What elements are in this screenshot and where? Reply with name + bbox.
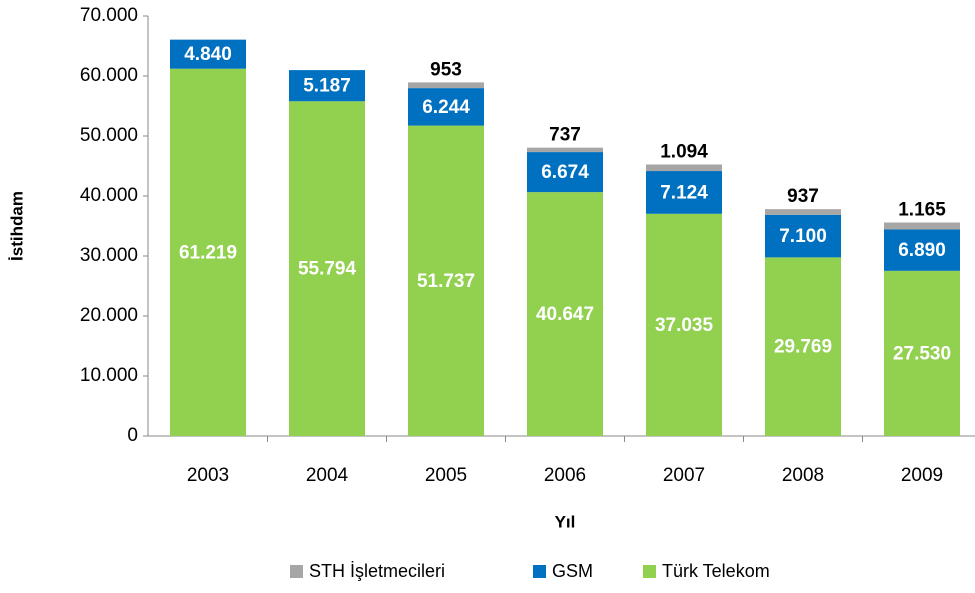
bar-segment <box>884 222 960 230</box>
data-label: 37.035 <box>655 315 714 336</box>
y-tick-label: 0 <box>127 425 138 446</box>
bar-segment <box>408 88 484 126</box>
y-tick-label: 30.000 <box>80 245 138 266</box>
y-tick-label: 60.000 <box>80 65 138 86</box>
bar-segment <box>170 39 246 69</box>
bar-segment <box>527 147 603 153</box>
data-label: 7.124 <box>660 182 708 203</box>
bar-segment <box>646 164 722 172</box>
bar-segment <box>527 192 603 436</box>
y-tick-label: 40.000 <box>80 185 138 206</box>
data-label: 51.737 <box>417 271 475 292</box>
data-label: 1.165 <box>898 200 946 221</box>
legend-label: STH İşletmecileri <box>309 561 445 581</box>
bar-segment <box>408 82 484 89</box>
legend-swatch <box>533 565 546 578</box>
bar-segment <box>884 270 960 436</box>
legend-label: GSM <box>552 561 593 581</box>
data-label: 5.187 <box>303 76 351 97</box>
y-tick-label: 10.000 <box>80 365 138 386</box>
bar-segment <box>765 209 841 215</box>
bar-segment <box>646 171 722 214</box>
y-tick-label: 50.000 <box>80 125 138 146</box>
data-label: 7.100 <box>779 226 827 247</box>
data-label: 29.769 <box>774 337 832 358</box>
legend-swatch <box>643 565 656 578</box>
bar-segment <box>527 152 603 193</box>
data-label: 55.794 <box>298 259 357 280</box>
data-label: 40.647 <box>536 304 594 325</box>
x-tick-label: 2004 <box>306 465 349 486</box>
x-axis-label: Yıl <box>555 512 576 531</box>
bar-segment <box>289 70 365 102</box>
data-label: 61.219 <box>179 242 237 263</box>
bar-segment <box>646 213 722 436</box>
data-label: 6.244 <box>422 97 470 118</box>
data-label: 937 <box>787 186 819 207</box>
data-label: 1.094 <box>660 141 708 162</box>
bar-segment <box>765 214 841 258</box>
bar-segment <box>408 125 484 436</box>
data-label: 737 <box>549 125 581 146</box>
legend-swatch <box>290 565 303 578</box>
bar-segment <box>289 101 365 437</box>
y-tick-label: 70.000 <box>80 5 138 26</box>
x-tick-label: 2005 <box>425 465 467 486</box>
x-tick-label: 2003 <box>187 465 229 486</box>
bar-segment <box>765 257 841 436</box>
x-tick-label: 2006 <box>544 465 586 486</box>
x-tick-label: 2007 <box>663 465 705 486</box>
y-tick-label: 20.000 <box>80 305 138 326</box>
data-label: 27.530 <box>893 343 951 364</box>
y-axis-label: İstihdam <box>7 191 26 261</box>
legend-label: Türk Telekom <box>662 561 770 581</box>
data-label: 6.890 <box>898 240 946 261</box>
bar-segment <box>170 68 246 436</box>
data-label: 953 <box>430 59 462 80</box>
x-tick-label: 2008 <box>782 465 824 486</box>
data-label: 4.840 <box>184 44 232 65</box>
x-tick-label: 2009 <box>901 465 943 486</box>
data-label: 6.674 <box>541 162 589 183</box>
bar-segment <box>884 229 960 271</box>
